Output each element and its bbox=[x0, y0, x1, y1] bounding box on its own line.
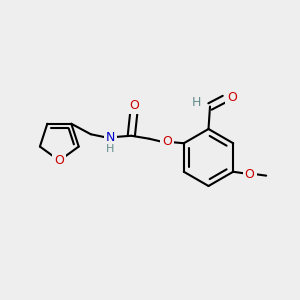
Text: O: O bbox=[54, 154, 64, 167]
Text: O: O bbox=[245, 168, 255, 181]
Text: H: H bbox=[192, 96, 201, 109]
Text: N: N bbox=[106, 131, 115, 144]
Text: O: O bbox=[129, 99, 139, 112]
Text: O: O bbox=[162, 135, 172, 148]
Text: O: O bbox=[227, 91, 237, 104]
Text: H: H bbox=[106, 144, 115, 154]
